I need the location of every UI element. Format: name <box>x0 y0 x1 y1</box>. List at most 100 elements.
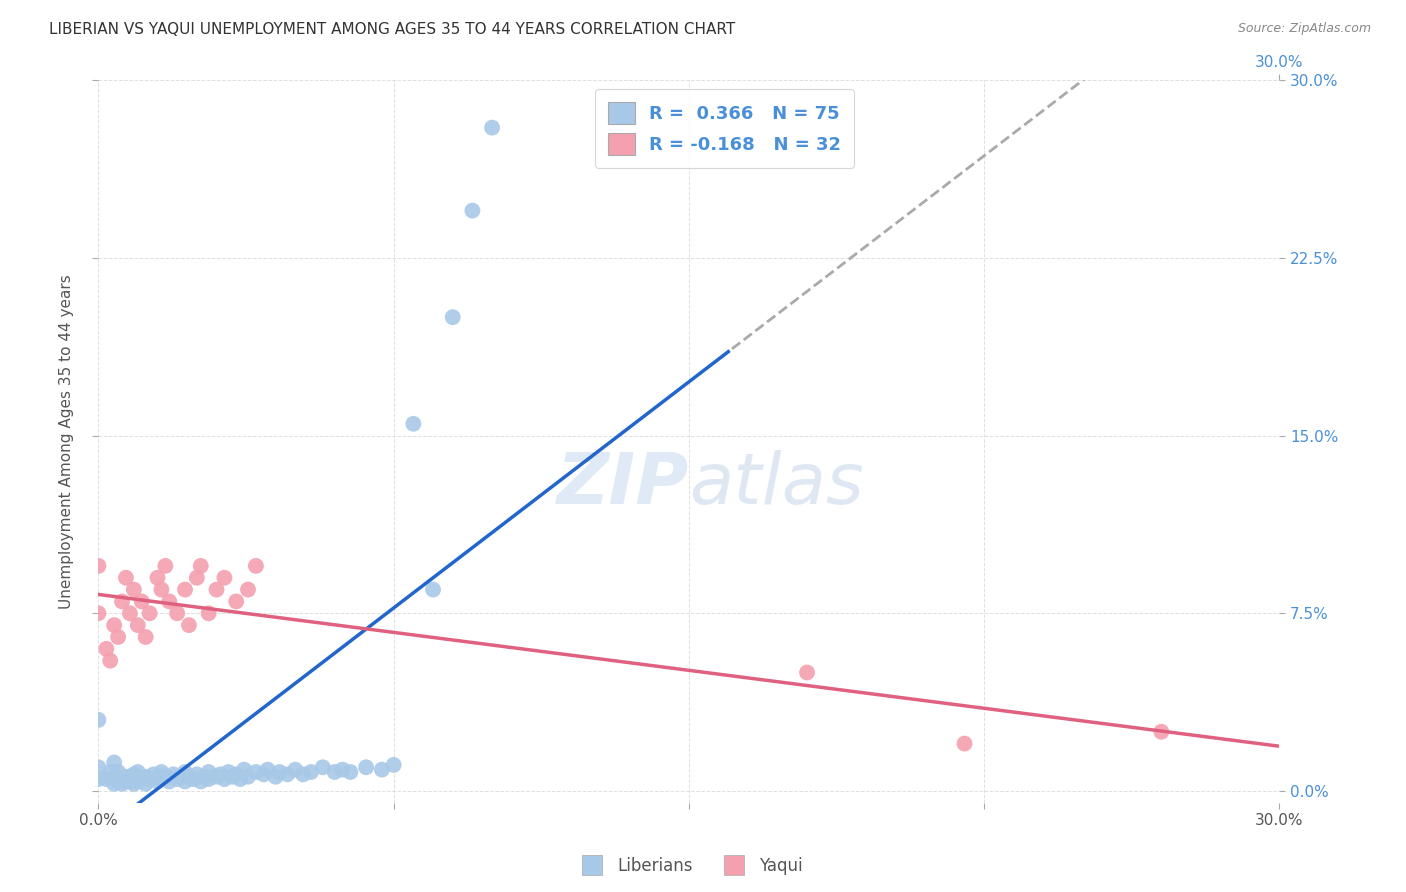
Point <box>354 760 377 774</box>
Point <box>229 772 252 786</box>
Point <box>236 770 259 784</box>
Point <box>214 772 236 786</box>
Point <box>135 777 157 791</box>
Point <box>181 772 204 786</box>
Point <box>103 618 125 632</box>
Point <box>197 764 219 779</box>
Point <box>253 767 276 781</box>
Point <box>118 772 141 786</box>
Point <box>131 772 153 786</box>
Point <box>339 764 361 779</box>
Point <box>245 558 267 573</box>
Point <box>221 770 243 784</box>
Point <box>269 764 291 779</box>
Point <box>118 774 141 789</box>
Point <box>115 774 138 789</box>
Point <box>87 713 110 727</box>
Point <box>122 777 145 791</box>
Point <box>135 770 157 784</box>
Point <box>111 594 134 608</box>
Point <box>312 760 335 774</box>
Point <box>127 770 149 784</box>
Point <box>796 665 818 680</box>
Point <box>122 767 145 781</box>
Point <box>197 772 219 786</box>
Point <box>284 763 307 777</box>
Point <box>205 582 228 597</box>
Point <box>111 772 134 786</box>
Point <box>118 770 141 784</box>
Point <box>332 763 354 777</box>
Point <box>98 654 121 668</box>
Point <box>107 774 129 789</box>
Point <box>142 767 165 781</box>
Point <box>157 774 180 789</box>
Point <box>256 763 278 777</box>
Point <box>96 772 118 786</box>
Point <box>245 764 267 779</box>
Point <box>127 774 149 789</box>
Point <box>186 571 208 585</box>
Text: Source: ZipAtlas.com: Source: ZipAtlas.com <box>1237 22 1371 36</box>
Point <box>103 777 125 791</box>
Point <box>225 767 247 781</box>
Point <box>225 594 247 608</box>
Point <box>174 764 197 779</box>
Point <box>127 618 149 632</box>
Point <box>107 764 129 779</box>
Point <box>264 770 287 784</box>
Point <box>155 558 177 573</box>
Point <box>402 417 425 431</box>
Point <box>138 772 160 786</box>
Point <box>87 772 110 786</box>
Point <box>190 558 212 573</box>
Point <box>194 770 217 784</box>
Point <box>87 607 110 621</box>
Point <box>197 607 219 621</box>
Point <box>1150 724 1173 739</box>
Point <box>190 774 212 789</box>
Point <box>96 641 118 656</box>
Point <box>177 618 200 632</box>
Point <box>214 571 236 585</box>
Point <box>115 770 138 784</box>
Point <box>170 770 193 784</box>
Point <box>441 310 464 325</box>
Point <box>186 767 208 781</box>
Point <box>174 582 197 597</box>
Point <box>138 607 160 621</box>
Point <box>292 767 315 781</box>
Point <box>174 774 197 789</box>
Legend: Liberians, Yaqui: Liberians, Yaqui <box>568 850 810 881</box>
Point <box>118 607 141 621</box>
Point <box>177 770 200 784</box>
Point <box>461 203 484 218</box>
Point <box>299 764 322 779</box>
Point <box>146 770 169 784</box>
Point <box>162 767 184 781</box>
Point <box>127 764 149 779</box>
Point <box>122 582 145 597</box>
Point <box>111 777 134 791</box>
Point <box>166 772 188 786</box>
Point <box>481 120 503 135</box>
Point <box>150 772 173 786</box>
Point <box>371 763 394 777</box>
Point <box>103 756 125 770</box>
Point <box>236 582 259 597</box>
Point <box>107 770 129 784</box>
Point <box>209 767 232 781</box>
Point <box>233 763 256 777</box>
Point <box>157 594 180 608</box>
Point <box>115 571 138 585</box>
Point <box>146 774 169 789</box>
Point <box>166 607 188 621</box>
Point <box>205 770 228 784</box>
Point <box>323 764 346 779</box>
Point <box>150 764 173 779</box>
Point <box>135 630 157 644</box>
Text: atlas: atlas <box>689 450 863 519</box>
Point <box>98 764 121 779</box>
Point <box>107 630 129 644</box>
Point <box>131 594 153 608</box>
